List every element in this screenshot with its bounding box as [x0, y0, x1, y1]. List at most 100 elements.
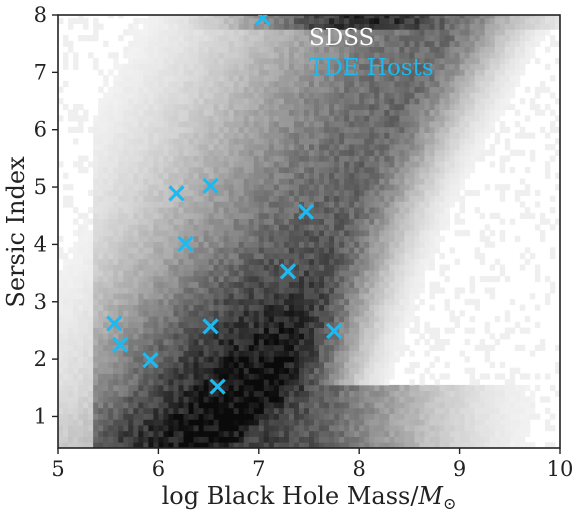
heatmap-cell: [394, 184, 400, 191]
heatmap-cell: [278, 344, 285, 351]
heatmap-cell: [83, 425, 89, 432]
heatmap-cell: [298, 373, 305, 380]
heatmap-cell: [93, 407, 99, 414]
heatmap-cell: [128, 419, 134, 426]
heatmap-cell: [158, 321, 164, 328]
heatmap-cell: [173, 115, 179, 122]
heatmap-cell: [63, 184, 69, 191]
heatmap-cell: [228, 425, 235, 432]
heatmap-cell: [329, 52, 335, 59]
heatmap-cell: [288, 189, 295, 197]
heatmap-cell: [193, 92, 199, 99]
heatmap-cell: [178, 275, 184, 283]
heatmap-cell: [88, 247, 94, 254]
heatmap-cell: [63, 253, 69, 260]
heatmap-cell: [384, 80, 390, 88]
heatmap-cell: [349, 264, 355, 271]
heatmap-cell: [268, 253, 275, 260]
heatmap-cell: [193, 224, 199, 231]
heatmap-cell: [123, 115, 129, 122]
heatmap-cell: [163, 80, 169, 88]
heatmap-cell: [379, 149, 385, 156]
heatmap-cell: [258, 344, 265, 351]
heatmap-cell: [63, 287, 69, 294]
heatmap-cell: [344, 310, 350, 317]
heatmap-cell: [248, 69, 255, 76]
heatmap-cell: [163, 212, 169, 219]
heatmap-cell: [354, 132, 360, 139]
heatmap-cell: [193, 80, 199, 88]
heatmap-cell: [364, 390, 370, 397]
heatmap-cell: [208, 384, 215, 392]
heatmap-cell: [108, 270, 114, 277]
heatmap-cell: [213, 413, 220, 420]
heatmap-cell: [138, 327, 144, 334]
heatmap-cell: [203, 80, 209, 88]
heatmap-cell: [309, 207, 315, 214]
heatmap-cell: [404, 132, 410, 139]
heatmap-cell: [288, 23, 295, 30]
heatmap-cell: [394, 35, 400, 42]
heatmap-cell: [213, 80, 220, 88]
heatmap-cell: [193, 40, 199, 47]
heatmap-cell: [133, 281, 139, 288]
heatmap-cell: [113, 310, 119, 317]
heatmap-cell: [113, 333, 119, 340]
heatmap-cell: [384, 321, 390, 328]
heatmap-cell: [143, 304, 149, 311]
heatmap-cell: [364, 425, 370, 432]
heatmap-cell: [213, 419, 220, 426]
heatmap-cell: [288, 293, 295, 300]
heatmap-cell: [268, 373, 275, 380]
heatmap-cell: [314, 75, 320, 82]
heatmap-cell: [293, 367, 300, 374]
heatmap-cell: [288, 327, 295, 334]
heatmap-cell: [258, 189, 265, 197]
heatmap-cell: [243, 201, 250, 208]
heatmap-cell: [163, 356, 169, 363]
heatmap-cell: [354, 138, 360, 145]
heatmap-cell: [83, 230, 89, 237]
heatmap-cell: [314, 29, 320, 36]
heatmap-cell: [133, 195, 139, 202]
heatmap-cell: [319, 419, 325, 426]
heatmap-cell: [344, 115, 350, 122]
heatmap-cell: [248, 115, 255, 122]
heatmap-cell: [364, 86, 370, 93]
heatmap-cell: [118, 287, 124, 294]
heatmap-cell: [103, 413, 109, 420]
heatmap-cell: [298, 270, 305, 277]
heatmap-cell: [303, 430, 310, 437]
heatmap-cell: [118, 321, 124, 328]
heatmap-cell: [238, 287, 245, 294]
heatmap-cell: [248, 224, 255, 231]
heatmap-cell: [153, 189, 159, 197]
heatmap-cell: [278, 17, 285, 25]
heatmap-cell: [203, 52, 209, 59]
heatmap-cell: [379, 201, 385, 208]
heatmap-cell: [268, 46, 275, 53]
heatmap-cell: [178, 23, 184, 30]
heatmap-cell: [208, 189, 215, 197]
heatmap-cell: [364, 121, 370, 128]
heatmap-cell: [153, 224, 159, 231]
heatmap-cell: [113, 425, 119, 432]
heatmap-cell: [223, 390, 230, 397]
heatmap-cell: [163, 166, 169, 174]
heatmap-cell: [123, 430, 129, 437]
heatmap-cell: [193, 327, 199, 334]
heatmap-cell: [263, 258, 270, 265]
heatmap-cell: [188, 253, 194, 260]
heatmap-cell: [243, 52, 250, 59]
heatmap-cell: [404, 230, 410, 237]
heatmap-cell: [253, 115, 260, 122]
heatmap-cell: [248, 327, 255, 334]
heatmap-cell: [218, 442, 225, 448]
heatmap-cell: [223, 207, 230, 214]
heatmap-cell: [314, 379, 320, 386]
heatmap-cell: [293, 155, 300, 162]
heatmap-cell: [253, 235, 260, 242]
heatmap-cell: [334, 121, 340, 128]
heatmap-cell: [73, 258, 79, 265]
heatmap-cell: [213, 109, 220, 116]
